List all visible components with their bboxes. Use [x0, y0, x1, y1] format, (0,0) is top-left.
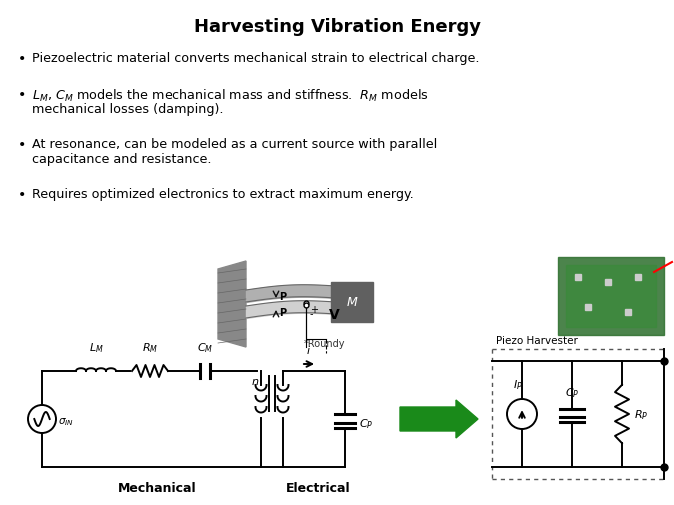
Text: *Roundy: *Roundy: [304, 338, 346, 348]
Text: $M$: $M$: [346, 296, 358, 309]
FancyArrow shape: [400, 400, 478, 438]
Text: $R_M$: $R_M$: [142, 340, 158, 355]
Text: P: P: [279, 291, 286, 301]
Polygon shape: [558, 258, 664, 335]
Text: Piezoelectric material converts mechanical strain to electrical charge.: Piezoelectric material converts mechanic…: [32, 52, 479, 65]
Text: $C_P$: $C_P$: [565, 385, 579, 399]
Text: $L_M$, $C_M$ models the mechanical mass and stiffness.  $R_M$ models: $L_M$, $C_M$ models the mechanical mass …: [32, 88, 429, 104]
Polygon shape: [566, 266, 656, 327]
Text: $I_P$: $I_P$: [513, 377, 523, 391]
Text: $i$: $i$: [307, 343, 311, 356]
Text: $\mathbf{V}$: $\mathbf{V}$: [328, 308, 340, 321]
Text: $C_M$: $C_M$: [197, 340, 213, 355]
Polygon shape: [331, 282, 373, 322]
Text: Harvesting Vibration Energy: Harvesting Vibration Energy: [193, 18, 481, 36]
Text: •: •: [18, 88, 26, 102]
Text: Requires optimized electronics to extract maximum energy.: Requires optimized electronics to extrac…: [32, 188, 414, 200]
Text: •: •: [18, 188, 26, 201]
Text: P: P: [279, 308, 286, 317]
Text: $C_P$: $C_P$: [359, 416, 373, 430]
Text: $n$: $n$: [251, 376, 259, 386]
Text: $L_M$: $L_M$: [89, 340, 103, 355]
Text: mechanical losses (damping).: mechanical losses (damping).: [32, 103, 224, 116]
Text: $\sigma_{IN}$: $\sigma_{IN}$: [58, 415, 74, 427]
Text: $R_P$: $R_P$: [634, 408, 648, 421]
Text: +: +: [310, 305, 318, 315]
Text: capacitance and resistance.: capacitance and resistance.: [32, 153, 212, 166]
Text: Piezo Harvester: Piezo Harvester: [496, 335, 578, 345]
Text: •: •: [18, 138, 26, 152]
Text: Mechanical: Mechanical: [118, 481, 196, 494]
Polygon shape: [218, 262, 246, 347]
Text: At resonance, can be modeled as a current source with parallel: At resonance, can be modeled as a curren…: [32, 138, 437, 150]
Text: -: -: [310, 309, 313, 318]
Text: Electrical: Electrical: [286, 481, 350, 494]
Text: •: •: [18, 52, 26, 66]
